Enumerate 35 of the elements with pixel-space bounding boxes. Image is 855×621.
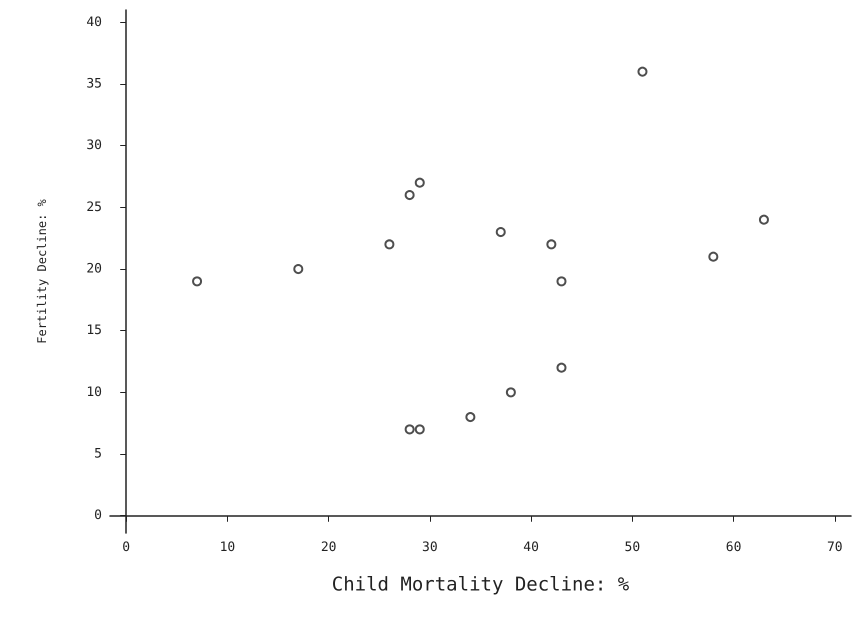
y-axis-title: Fertility Decline: %: [35, 198, 49, 344]
y-tick-label: 15: [86, 323, 102, 338]
y-tick-label: 30: [86, 138, 102, 154]
point: [708, 252, 718, 262]
point: [506, 387, 516, 398]
point: [556, 362, 566, 373]
point: [414, 424, 425, 434]
point: [465, 412, 476, 422]
point: [384, 239, 394, 250]
x-axis-title: Child Mortality Decline: %: [332, 574, 630, 596]
y-tick-label: 35: [86, 76, 102, 92]
point: [637, 66, 648, 77]
y-tick-label: 20: [86, 262, 102, 277]
point: [556, 276, 566, 286]
x-tick-label: 70: [826, 540, 843, 555]
point: [293, 264, 304, 274]
x-tick-label: 20: [320, 540, 336, 555]
x-tick-label: 50: [624, 540, 640, 555]
x-tick-label: 60: [726, 540, 742, 555]
y-tick-label: 25: [86, 200, 102, 215]
point: [192, 276, 202, 286]
point: [758, 214, 769, 225]
point: [546, 239, 556, 250]
x-tick-label: 40: [523, 540, 539, 555]
x-tick-label: 0: [122, 540, 130, 555]
y-tick-label: 5: [94, 446, 102, 462]
y-tick-label: 10: [86, 384, 102, 400]
x-tick-label: 10: [220, 540, 236, 555]
x-tick-label: 30: [422, 540, 438, 555]
point: [404, 424, 415, 434]
point: [404, 190, 415, 200]
y-tick-label: 0: [94, 508, 102, 524]
point: [414, 178, 425, 188]
y-tick-label: 40: [86, 14, 102, 30]
point: [496, 227, 506, 238]
